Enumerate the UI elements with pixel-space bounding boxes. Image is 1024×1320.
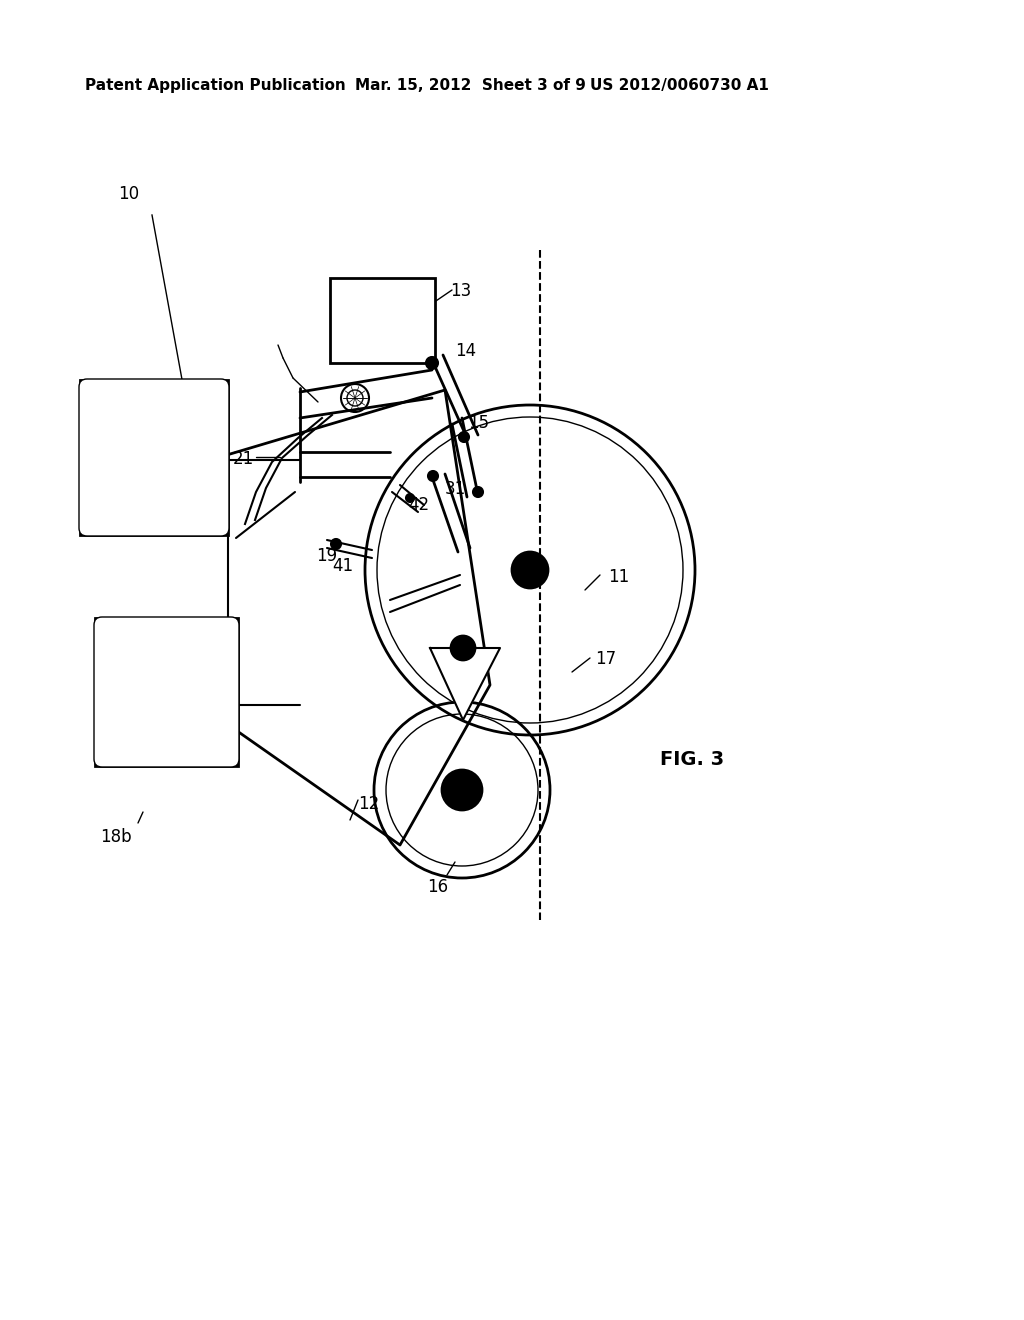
Circle shape xyxy=(428,471,438,480)
Text: US 2012/0060730 A1: US 2012/0060730 A1 xyxy=(590,78,769,92)
Text: Patent Application Publication: Patent Application Publication xyxy=(85,78,346,92)
Text: 14: 14 xyxy=(455,342,476,360)
Circle shape xyxy=(525,565,535,576)
Circle shape xyxy=(406,494,414,502)
Text: 16: 16 xyxy=(427,878,449,896)
Text: 11: 11 xyxy=(608,568,630,586)
Text: 10: 10 xyxy=(118,185,139,203)
Text: 18a: 18a xyxy=(80,459,112,478)
Polygon shape xyxy=(200,389,490,845)
Text: 21: 21 xyxy=(233,450,254,469)
Circle shape xyxy=(451,636,475,660)
Bar xyxy=(80,380,228,535)
Bar xyxy=(95,618,238,766)
Circle shape xyxy=(473,487,483,498)
Text: 42: 42 xyxy=(408,496,429,513)
Text: 15: 15 xyxy=(468,414,489,432)
Circle shape xyxy=(459,432,469,442)
Text: 18b: 18b xyxy=(100,828,132,846)
Circle shape xyxy=(512,552,548,587)
Bar xyxy=(330,279,435,363)
Circle shape xyxy=(442,770,482,810)
Text: 41: 41 xyxy=(332,557,353,576)
Polygon shape xyxy=(430,648,500,719)
Text: 17: 17 xyxy=(595,649,616,668)
Text: 12: 12 xyxy=(358,795,379,813)
FancyBboxPatch shape xyxy=(94,616,239,767)
Text: 13: 13 xyxy=(450,282,471,300)
Circle shape xyxy=(455,783,469,797)
Text: FIG. 3: FIG. 3 xyxy=(660,750,724,770)
Circle shape xyxy=(426,356,438,370)
Circle shape xyxy=(331,539,341,549)
Text: 19: 19 xyxy=(316,546,337,565)
Text: 31: 31 xyxy=(445,480,466,498)
Text: Mar. 15, 2012  Sheet 3 of 9: Mar. 15, 2012 Sheet 3 of 9 xyxy=(355,78,586,92)
FancyBboxPatch shape xyxy=(79,379,229,536)
